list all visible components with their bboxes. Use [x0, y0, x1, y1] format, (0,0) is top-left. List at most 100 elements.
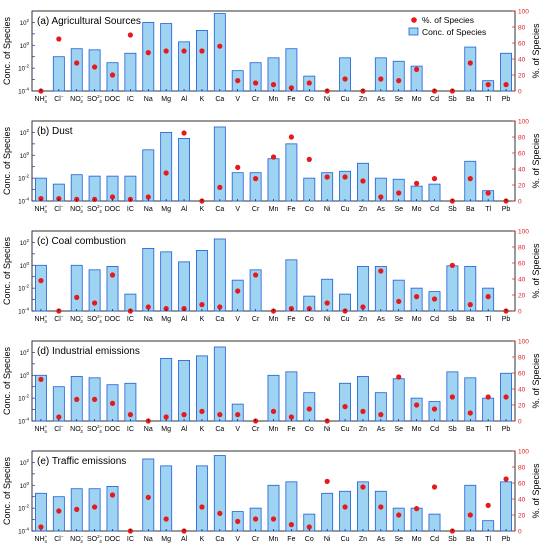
bar-Fe	[285, 371, 298, 422]
point-IC	[127, 412, 133, 418]
point-Co	[306, 524, 312, 530]
x-tick-label: Mn	[269, 96, 279, 103]
bar-Cl-	[52, 496, 65, 532]
left-tick-label: 100	[20, 481, 30, 490]
point-Al	[181, 412, 187, 418]
x-tick-label: Pb	[502, 536, 511, 543]
left-tick-label: 10-4	[18, 87, 29, 96]
left-axis-title: Conc. of Species	[2, 126, 12, 195]
x-tick-label: Zn	[359, 316, 367, 323]
bar-Fe	[285, 143, 298, 202]
point-Cl-	[56, 36, 62, 42]
x-tick-label: Ca	[215, 426, 224, 433]
point-As	[378, 194, 384, 200]
point-Sb	[449, 262, 455, 268]
legend-conc-marker	[408, 27, 419, 36]
point-Co	[306, 80, 312, 86]
point-Cu	[342, 174, 348, 180]
point-Mg	[163, 170, 169, 176]
x-tick-label: Cu	[341, 536, 350, 543]
bar-Cu	[339, 382, 352, 422]
x-tick-label: Mn	[269, 426, 279, 433]
bar-Mn	[267, 374, 280, 422]
point-Mn	[270, 408, 277, 414]
point-Co	[306, 406, 312, 412]
x-tick-label: Mg	[161, 316, 171, 323]
bar-Al	[178, 261, 191, 312]
x-tick-label: As	[377, 536, 386, 543]
panel-4: (d) Industrial emissions 10-4 10-2 100 102 0 2…	[2, 339, 541, 435]
bar-K	[195, 30, 208, 92]
point-Mg	[163, 414, 169, 420]
right-axis-title: %. of Species	[531, 463, 541, 519]
x-tick-label: SO2− 4	[87, 204, 103, 214]
bar-NH4+	[34, 264, 47, 312]
panel-3: (c) Coal combustion 10-4 10-2 100 102 0 20 40 60…	[2, 229, 541, 325]
right-tick-label: 60	[518, 151, 526, 158]
right-tick-label: 40	[518, 497, 526, 504]
point-DOC	[109, 194, 116, 200]
x-tick-label: Tl	[485, 316, 491, 323]
x-tick-label: IC	[127, 426, 134, 433]
right-tick-label: 20	[518, 293, 526, 300]
x-tick-label: Cl−	[54, 314, 64, 323]
right-tick-label: 80	[518, 135, 526, 142]
point-Tl	[485, 502, 491, 508]
left-tick-label: 102	[20, 238, 30, 247]
x-tick-label: Cr	[252, 536, 260, 543]
right-tick-label: 100	[518, 229, 529, 236]
point-SO4 2-	[92, 396, 98, 402]
point-Ca	[217, 412, 223, 418]
right-axis-title: %. of Species	[531, 23, 541, 79]
point-Mn	[270, 82, 277, 88]
x-tick-label: Sb	[448, 426, 457, 433]
x-tick-label: NH+ 4	[35, 204, 48, 214]
right-tick-label: 100	[518, 9, 529, 16]
point-As	[378, 268, 384, 274]
bar-Cr	[249, 62, 262, 92]
point-V	[235, 78, 241, 84]
bar-Tl	[482, 397, 495, 422]
bar-Cl-	[52, 56, 65, 92]
right-tick-label: 40	[518, 387, 526, 394]
x-tick-label: Pb	[502, 426, 511, 433]
point-Co	[306, 156, 312, 162]
bar-Cu	[339, 57, 352, 92]
panel-title: (b) Dust	[37, 126, 73, 137]
bar-Se	[392, 60, 405, 92]
point-Pb	[503, 82, 509, 88]
left-tick-label: 10-2	[18, 394, 29, 403]
x-tick-label: Ca	[215, 316, 224, 323]
point-Zn	[360, 304, 366, 310]
x-tick-label: NH+ 4	[35, 314, 48, 324]
point-V	[235, 518, 241, 525]
x-tick-label: As	[377, 426, 386, 433]
x-tick-label: Ni	[324, 426, 331, 433]
x-tick-label: NH+ 4	[35, 94, 48, 104]
point-Se	[396, 78, 402, 84]
x-tick-label: As	[377, 96, 386, 103]
point-Cr	[253, 516, 259, 522]
point-Sb	[449, 394, 455, 400]
bar-Se	[392, 507, 405, 532]
point-Mg	[163, 48, 169, 54]
point-Al	[181, 48, 187, 54]
bar-Na	[142, 149, 155, 202]
bar-Ca	[213, 238, 226, 312]
point-Se	[396, 512, 402, 518]
right-tick-label: 100	[518, 449, 529, 456]
x-tick-label: NO− 3	[70, 534, 84, 544]
x-tick-label: IC	[127, 316, 134, 323]
x-tick-label: Pb	[502, 96, 511, 103]
x-tick-label: Na	[144, 536, 153, 543]
x-tick-label: Ba	[466, 426, 475, 433]
point-NH4+	[38, 376, 44, 382]
bar-Zn	[356, 375, 369, 422]
x-tick-label: Mn	[269, 316, 279, 323]
point-As	[378, 412, 384, 418]
bar-SO4 2-	[88, 488, 101, 532]
x-tick-label: NO− 3	[70, 94, 84, 104]
x-tick-label: Mo	[412, 206, 422, 213]
bar-K	[195, 465, 208, 532]
x-tick-label: Mo	[412, 536, 422, 543]
